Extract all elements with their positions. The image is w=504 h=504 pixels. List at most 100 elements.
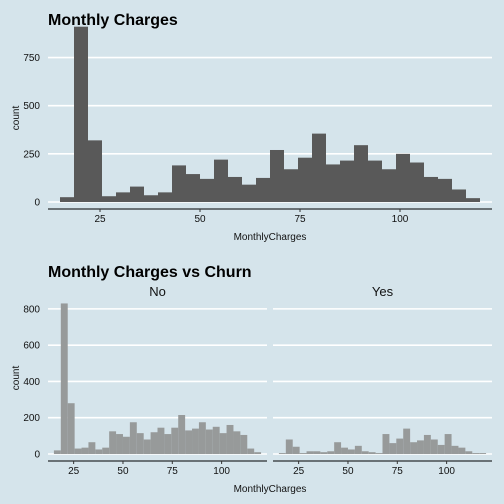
histogram-bar	[396, 153, 410, 202]
histogram-bar	[292, 446, 300, 454]
x-tick-label: 25	[293, 466, 305, 477]
histogram-bar	[298, 157, 312, 202]
histogram-bar	[185, 430, 193, 454]
histogram-bar	[320, 452, 328, 454]
histogram-bar	[410, 162, 424, 202]
y-tick-label: 200	[23, 413, 40, 424]
histogram-bar	[116, 192, 130, 202]
histogram-bar	[347, 449, 355, 454]
histogram-bar	[375, 453, 383, 454]
histogram-bar	[74, 26, 88, 203]
histogram-bar	[368, 452, 376, 454]
y-tick-label: 800	[23, 304, 40, 315]
y-tick-label: 250	[23, 149, 40, 160]
histogram-bar	[452, 189, 466, 202]
histogram-bar	[458, 447, 466, 454]
histogram-bar	[60, 197, 74, 202]
y-tick-label: 600	[23, 341, 40, 352]
histogram-bar	[326, 164, 340, 202]
facet-label: Yes	[372, 284, 394, 299]
histogram-bar	[438, 178, 452, 202]
x-tick-label: 50	[117, 466, 129, 477]
histogram-bar	[472, 453, 480, 454]
histogram-bar	[143, 439, 151, 454]
y-tick-label: 500	[23, 101, 40, 112]
histogram-bar	[361, 451, 369, 454]
histogram-bar	[109, 431, 117, 454]
histogram-bar	[157, 427, 165, 454]
histogram-bar	[278, 453, 286, 454]
histogram-bar	[247, 448, 255, 454]
chart-title-top: Monthly Charges	[48, 12, 178, 29]
histogram-bar	[382, 169, 396, 202]
x-tick-label: 75	[392, 466, 404, 477]
histogram-bar	[144, 195, 158, 202]
x-tick-label: 50	[342, 466, 354, 477]
histogram-bar	[164, 434, 172, 454]
histogram-bar	[424, 176, 438, 202]
histogram-bar	[171, 427, 179, 454]
histogram-bar	[254, 452, 262, 454]
histogram-bar	[186, 174, 200, 202]
histogram-bar	[219, 433, 227, 454]
x-tick-label: 75	[294, 214, 306, 225]
y-tick-label: 400	[23, 377, 40, 388]
histogram-bar	[240, 434, 248, 454]
histogram-bar	[313, 451, 321, 454]
x-tick-label: 25	[94, 214, 106, 225]
x-tick-label: 100	[213, 466, 230, 477]
histogram-bar	[116, 434, 123, 454]
y-axis-title: count	[11, 106, 22, 131]
histogram-bar	[354, 445, 362, 454]
histogram-bar	[205, 429, 213, 454]
histogram-bar	[158, 192, 172, 202]
histogram-bar	[417, 440, 424, 454]
histogram-bar	[368, 160, 382, 202]
histogram-bar	[306, 451, 314, 454]
x-tick-label: 75	[167, 466, 179, 477]
y-axis-title: count	[11, 366, 22, 391]
facet-label: No	[149, 284, 166, 299]
histogram-bar	[256, 177, 270, 202]
histogram-bar	[88, 140, 102, 202]
histogram-bar	[341, 447, 348, 454]
histogram-bar	[178, 415, 186, 454]
histogram-bar	[299, 453, 307, 454]
x-tick-label: 100	[392, 214, 409, 225]
histogram-bar	[437, 444, 445, 454]
histogram-bar	[192, 428, 199, 454]
x-tick-label: 50	[194, 214, 206, 225]
y-tick-label: 750	[23, 53, 40, 64]
histogram-bar	[334, 442, 342, 454]
histogram-bar	[88, 442, 96, 454]
histogram-bar	[423, 434, 431, 454]
histogram-bar	[60, 303, 68, 454]
histogram-bar	[389, 443, 397, 454]
histogram-bar	[340, 160, 354, 202]
histogram-bar	[53, 450, 61, 454]
histogram-bar	[67, 403, 75, 454]
histogram-bar	[172, 165, 186, 202]
x-axis-title: MonthlyCharges	[234, 484, 307, 495]
histogram-bar	[226, 424, 234, 454]
histogram-bar	[327, 451, 335, 454]
histogram-bar	[444, 434, 452, 454]
histogram-bar	[479, 453, 487, 454]
histogram-bar	[136, 433, 144, 454]
histogram-bar	[284, 169, 298, 202]
histogram-bar	[212, 426, 220, 454]
histogram-bar	[198, 422, 206, 454]
histogram-bar	[270, 149, 284, 202]
histogram-bar	[214, 159, 228, 202]
y-tick-label: 0	[34, 198, 40, 209]
chart-title-bottom: Monthly Charges vs Churn	[48, 264, 252, 281]
histogram-bar	[130, 186, 144, 202]
histogram-bar	[430, 439, 438, 454]
histogram-bar	[200, 178, 214, 202]
histogram-bar	[95, 449, 103, 454]
x-tick-label: 25	[68, 466, 80, 477]
histogram-bar	[242, 184, 256, 202]
histogram-bar	[466, 198, 480, 202]
histogram-bar	[102, 447, 110, 454]
